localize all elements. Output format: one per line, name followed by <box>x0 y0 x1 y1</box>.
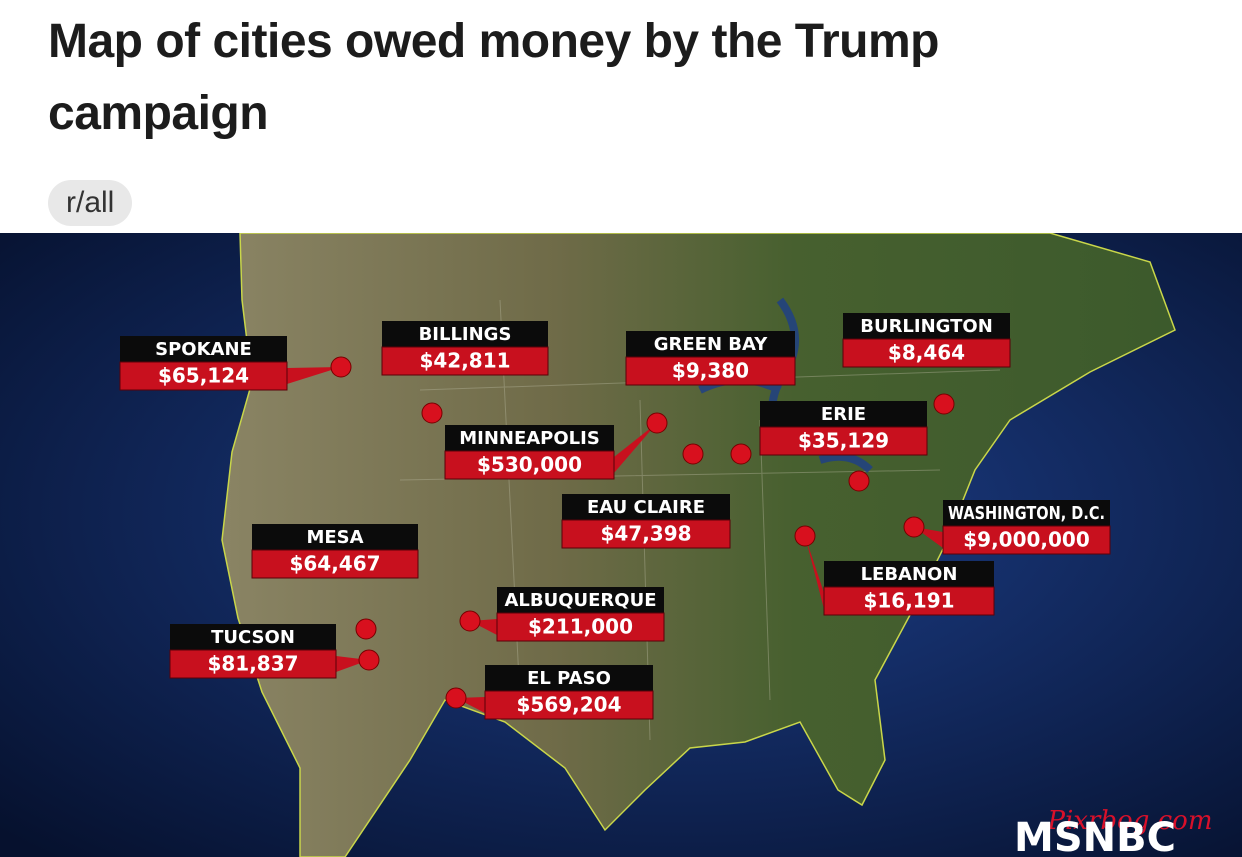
label-red <box>251 549 419 579</box>
label-black <box>485 665 653 691</box>
pin <box>730 443 752 465</box>
label-black <box>170 624 336 650</box>
label-black <box>824 561 994 587</box>
amount: $42,811 <box>419 349 510 373</box>
city-name: BILLINGS <box>419 324 512 345</box>
pin <box>459 610 481 632</box>
watermark: Pixrbog.com <box>1047 806 1213 836</box>
amount: $530,000 <box>477 453 582 477</box>
amount: $64,467 <box>289 552 380 576</box>
label-black <box>445 425 614 451</box>
pin <box>933 393 955 415</box>
pin <box>330 356 352 378</box>
label-black <box>626 331 795 357</box>
label-red <box>561 519 731 549</box>
pin <box>903 516 925 538</box>
amount: $569,204 <box>516 693 621 717</box>
pin-pointer <box>287 367 341 384</box>
label-black <box>943 500 1110 526</box>
label-black <box>120 336 287 362</box>
city-name: TUCSON <box>211 627 295 648</box>
amount: $81,837 <box>207 652 298 676</box>
amount: $65,124 <box>158 364 249 388</box>
city-name: GREEN BAY <box>654 334 768 355</box>
city-name: MESA <box>306 527 363 548</box>
label-red <box>169 649 337 679</box>
amount: $16,191 <box>863 589 954 613</box>
pin-pointer <box>614 423 657 473</box>
map-image: SPOKANE $65,124 BILLINGS $42,811 GREEN BAY $9… <box>0 233 1242 857</box>
city-name: LEBANON <box>861 564 958 585</box>
city-name: EAU CLAIRE <box>587 497 705 518</box>
city-name: EL PASO <box>527 668 611 689</box>
pin <box>646 412 668 434</box>
pin <box>421 402 443 424</box>
network-logo: MSNBC <box>1014 815 1176 857</box>
label-red <box>942 525 1111 555</box>
city-name: ERIE <box>821 404 866 425</box>
city-name: WASHINGTON, D.C. <box>948 503 1105 524</box>
pin <box>682 443 704 465</box>
label-black <box>497 587 664 613</box>
label-red <box>484 690 654 720</box>
amount: $35,129 <box>798 429 889 453</box>
city-name: ALBUQUERQUE <box>504 590 656 611</box>
post-title: Map of cities owed money by the Trump ca… <box>48 15 939 140</box>
pin <box>355 618 377 640</box>
amount: $47,398 <box>600 522 691 546</box>
label-black <box>562 494 730 520</box>
label-black <box>382 321 548 347</box>
amount: $9,380 <box>672 359 749 383</box>
label-red <box>496 612 665 642</box>
city-name: BURLINGTON <box>860 316 993 337</box>
subreddit-tag[interactable]: r/all <box>48 180 133 226</box>
label-red <box>842 338 1011 368</box>
amount: $211,000 <box>528 615 633 639</box>
pin <box>794 525 816 547</box>
pin <box>358 649 380 671</box>
amount: $9,000,000 <box>963 528 1090 552</box>
amount: $8,464 <box>888 341 965 365</box>
label-red <box>444 450 615 480</box>
label-black <box>252 524 418 550</box>
label-red <box>119 361 288 391</box>
label-red <box>381 346 549 376</box>
label-red <box>759 426 928 456</box>
label-black <box>843 313 1010 339</box>
city-name: MINNEAPOLIS <box>459 428 600 449</box>
city-name: SPOKANE <box>155 339 252 360</box>
pin <box>848 470 870 492</box>
pin-pointer <box>805 536 824 609</box>
label-red <box>823 586 995 616</box>
label-black <box>760 401 927 427</box>
pin <box>445 687 467 709</box>
label-red <box>625 356 796 386</box>
